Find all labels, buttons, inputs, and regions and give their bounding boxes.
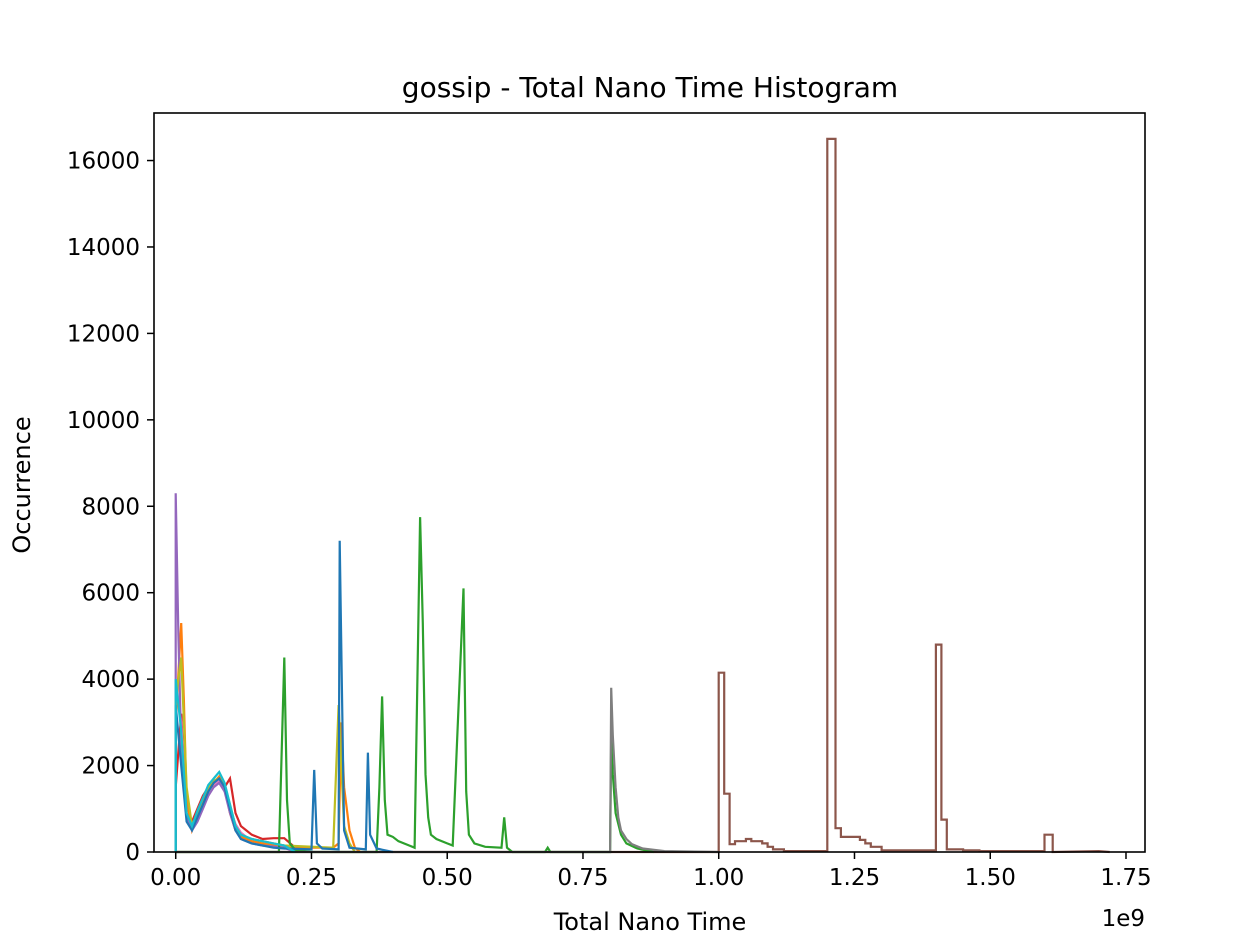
x-tick-label: 1.25 <box>829 865 880 891</box>
y-tick-label: 16000 <box>67 149 140 175</box>
x-tick-label: 0.25 <box>286 865 337 891</box>
y-tick-label: 8000 <box>81 494 140 520</box>
y-tick-label: 10000 <box>67 408 140 434</box>
y-axis-label: Occurrence <box>8 416 36 553</box>
x-tick-label: 0.00 <box>150 865 201 891</box>
histogram-series-5 <box>174 657 356 853</box>
y-tick-label: 12000 <box>67 321 140 347</box>
histogram-series-9 <box>174 540 394 854</box>
x-axis: 0.00 0.25 0.50 0.75 1.00 1.25 1.50 1.75 <box>150 852 1152 891</box>
y-tick-label: 6000 <box>81 581 140 607</box>
y-tick-label: 14000 <box>67 235 140 261</box>
x-tick-label: 1.50 <box>965 865 1016 891</box>
histogram-series-6 <box>175 137 1110 854</box>
histogram-series-10 <box>174 678 296 853</box>
plot-frame <box>153 112 1146 853</box>
y-tick-label: 4000 <box>81 667 140 693</box>
x-tick-label: 1.00 <box>693 865 744 891</box>
histogram-series-3 <box>174 622 361 853</box>
histogram-series-7 <box>175 517 654 854</box>
histogram-series-4 <box>174 493 296 854</box>
histogram-series-8 <box>175 687 719 854</box>
x-axis-label: Total Nano Time <box>553 908 747 936</box>
x-tick-label: 0.50 <box>422 865 473 891</box>
x-tick-label: 1.75 <box>1100 865 1151 891</box>
y-tick-label: 0 <box>125 840 140 866</box>
y-axis: 0 2000 4000 6000 8000 10000 12000 14000 16000 <box>67 149 154 866</box>
x-tick-label: 0.75 <box>557 865 608 891</box>
x-offset-label: 1e9 <box>1102 906 1145 932</box>
chart-title: gossip - Total Nano Time Histogram <box>402 71 898 104</box>
series-layer <box>174 137 1110 854</box>
y-tick-label: 2000 <box>81 754 140 780</box>
